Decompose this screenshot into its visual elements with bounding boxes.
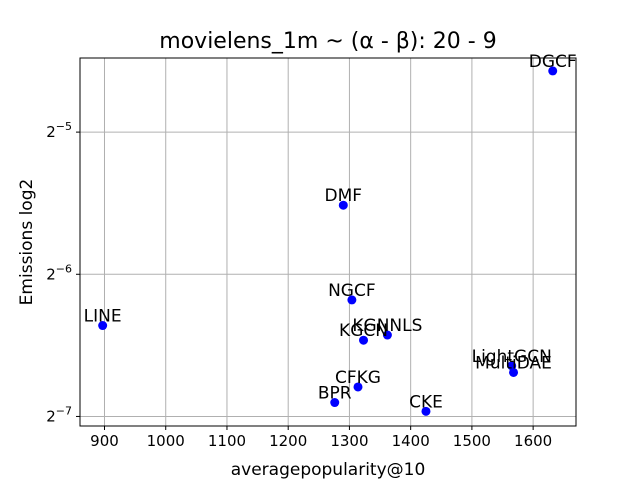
- x-tick-label: 1100: [208, 432, 246, 450]
- data-points: [98, 66, 558, 416]
- data-point: [421, 406, 431, 416]
- grid: [80, 58, 576, 426]
- data-point: [509, 367, 519, 377]
- x-tick-label: 1500: [453, 432, 491, 450]
- point-label: DMF: [325, 186, 363, 206]
- data-point: [548, 66, 558, 76]
- x-tick-label: 900: [90, 432, 119, 450]
- point-label: MultiDAE: [475, 353, 552, 373]
- data-point: [353, 382, 363, 392]
- x-tick-label: 1300: [330, 432, 368, 450]
- point-label: KGNNLS: [352, 316, 422, 336]
- point-label: LINE: [84, 307, 122, 327]
- point-label: LightGCN: [472, 347, 552, 367]
- y-tick-label: 2−7: [46, 404, 72, 425]
- x-tick-label: 1400: [392, 432, 430, 450]
- y-axis-label: Emissions log2: [17, 179, 37, 306]
- y-axis-ticks: 2−5 2−6 2−7: [46, 120, 80, 425]
- y-tick-label: 2−5: [46, 120, 72, 141]
- x-axis-ticks: 900 1000 1100 1200 1300 1400 1500 1600: [90, 426, 552, 450]
- point-label: DGCF: [529, 52, 577, 72]
- data-point: [98, 321, 108, 331]
- point-label: CFKG: [335, 368, 381, 388]
- chart-title: movielens_1m ~ (α - β): 20 - 9: [159, 29, 496, 54]
- data-point: [338, 200, 348, 210]
- x-axis-label: averagepopularity@10: [231, 460, 426, 480]
- x-tick-label: 1000: [147, 432, 185, 450]
- data-point: [382, 330, 392, 340]
- data-point: [330, 398, 340, 408]
- x-tick-label: 1200: [269, 432, 307, 450]
- y-tick-label: 2−6: [46, 262, 72, 283]
- x-tick-label: 1600: [514, 432, 552, 450]
- point-label: BPR: [318, 384, 352, 404]
- data-point: [359, 335, 369, 345]
- plot-frame: [79, 57, 577, 427]
- point-label: NGCF: [328, 281, 376, 301]
- data-point: [347, 295, 357, 305]
- point-label: KGCN: [339, 321, 388, 341]
- point-label: CKE: [409, 392, 443, 412]
